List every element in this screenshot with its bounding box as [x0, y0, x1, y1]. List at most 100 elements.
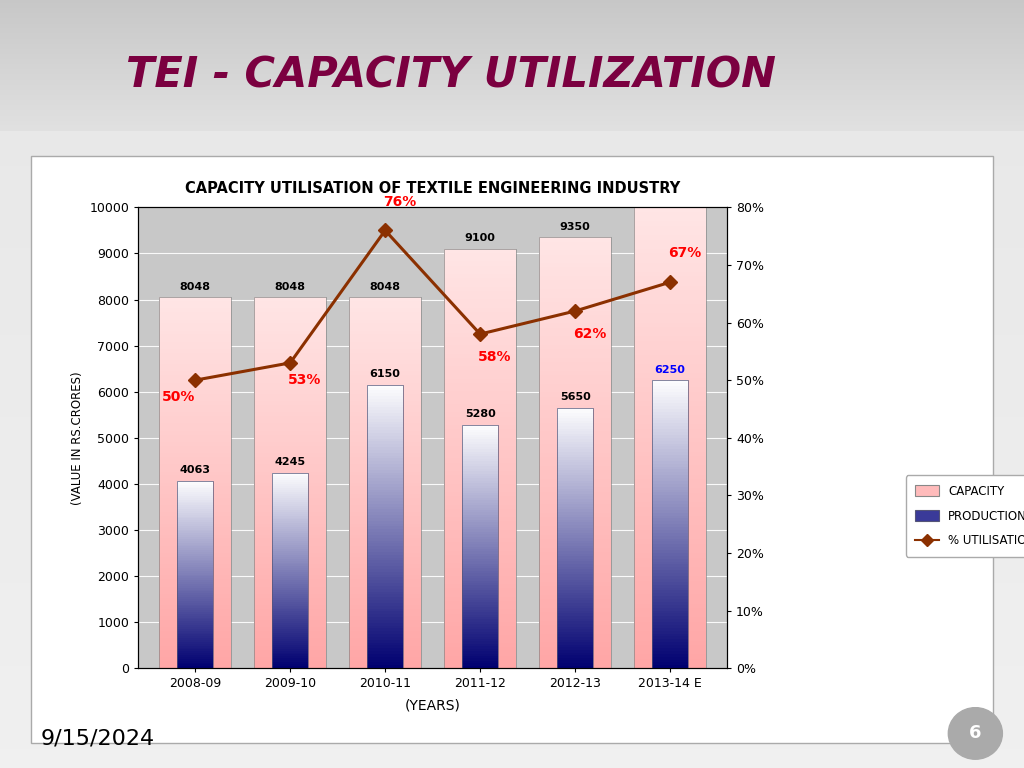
Bar	[462, 602, 498, 605]
Bar	[254, 319, 327, 323]
Bar	[0, 608, 1024, 612]
Bar	[0, 749, 1024, 752]
Bar	[0, 144, 1024, 147]
Bar	[368, 447, 403, 450]
Bar	[349, 435, 421, 439]
Bar	[652, 599, 688, 602]
Bar	[462, 522, 498, 525]
Bar	[272, 535, 308, 537]
Bar	[557, 650, 593, 653]
Bar	[272, 607, 308, 610]
Bar	[159, 549, 231, 553]
Bar	[349, 379, 421, 382]
Bar	[177, 621, 213, 623]
Bar	[652, 395, 688, 398]
Bar	[349, 575, 421, 579]
Bar	[272, 604, 308, 605]
Bar	[462, 454, 498, 456]
Bar	[444, 525, 516, 530]
Bar	[254, 394, 327, 397]
Bar	[159, 442, 231, 445]
Bar	[557, 564, 593, 567]
Bar	[368, 439, 403, 442]
Bar	[634, 276, 707, 281]
Bar	[159, 490, 231, 494]
Bar	[349, 297, 421, 668]
Bar	[254, 356, 327, 360]
Bar	[634, 613, 707, 617]
Bar	[539, 578, 611, 582]
Bar	[254, 538, 327, 542]
Bar	[444, 257, 516, 261]
Text: 9100: 9100	[465, 233, 496, 243]
Bar	[444, 320, 516, 324]
Bar	[539, 530, 611, 535]
Bar	[652, 548, 688, 550]
Bar	[368, 538, 403, 541]
Bar	[159, 297, 231, 301]
Bar	[177, 577, 213, 578]
Bar	[254, 349, 327, 353]
Bar	[254, 376, 327, 379]
Bar	[462, 503, 498, 505]
Bar	[272, 519, 308, 521]
Bar	[444, 450, 516, 455]
Bar	[557, 611, 593, 614]
Bar	[368, 561, 403, 563]
Bar	[177, 663, 213, 664]
Bar	[557, 595, 593, 598]
Bar	[557, 525, 593, 528]
Bar	[539, 254, 611, 259]
Bar	[444, 291, 516, 295]
Text: 62%: 62%	[572, 327, 606, 341]
Bar	[254, 412, 327, 416]
Bar	[368, 535, 403, 538]
Bar	[0, 720, 1024, 723]
Bar	[444, 337, 516, 341]
Bar	[652, 651, 688, 654]
Bar	[444, 383, 516, 387]
Bar	[272, 594, 308, 596]
Bar	[368, 637, 403, 640]
Bar	[254, 475, 327, 479]
Bar	[462, 452, 498, 454]
Bar	[0, 159, 1024, 163]
Bar	[177, 507, 213, 509]
Bar	[368, 529, 403, 532]
Bar	[634, 286, 707, 290]
Bar	[652, 518, 688, 521]
Bar	[444, 551, 516, 555]
Bar	[177, 483, 213, 485]
Bar	[0, 593, 1024, 596]
Bar	[444, 333, 516, 337]
Bar	[177, 511, 213, 513]
Bar	[0, 338, 1024, 341]
Bar	[0, 399, 1024, 402]
Bar	[0, 535, 1024, 538]
Bar	[272, 572, 308, 574]
Bar	[0, 695, 1024, 698]
Bar	[462, 656, 498, 658]
Bar	[634, 641, 707, 645]
Bar	[539, 366, 611, 371]
Bar	[159, 613, 231, 616]
X-axis label: (YEARS): (YEARS)	[404, 699, 461, 713]
Bar	[652, 631, 688, 634]
Bar	[539, 285, 611, 289]
Bar	[0, 660, 1024, 663]
Bar	[159, 353, 231, 356]
Bar	[0, 478, 1024, 481]
Bar	[368, 515, 403, 518]
Bar	[0, 612, 1024, 615]
Bar	[272, 605, 308, 607]
Bar	[444, 488, 516, 492]
Bar	[0, 207, 1024, 210]
Bar	[634, 447, 707, 452]
Bar	[462, 641, 498, 644]
Bar	[0, 507, 1024, 510]
Bar	[272, 660, 308, 662]
Bar	[368, 495, 403, 498]
Bar	[634, 396, 707, 401]
Bar	[159, 642, 231, 646]
Text: 9/15/2024: 9/15/2024	[41, 729, 155, 749]
